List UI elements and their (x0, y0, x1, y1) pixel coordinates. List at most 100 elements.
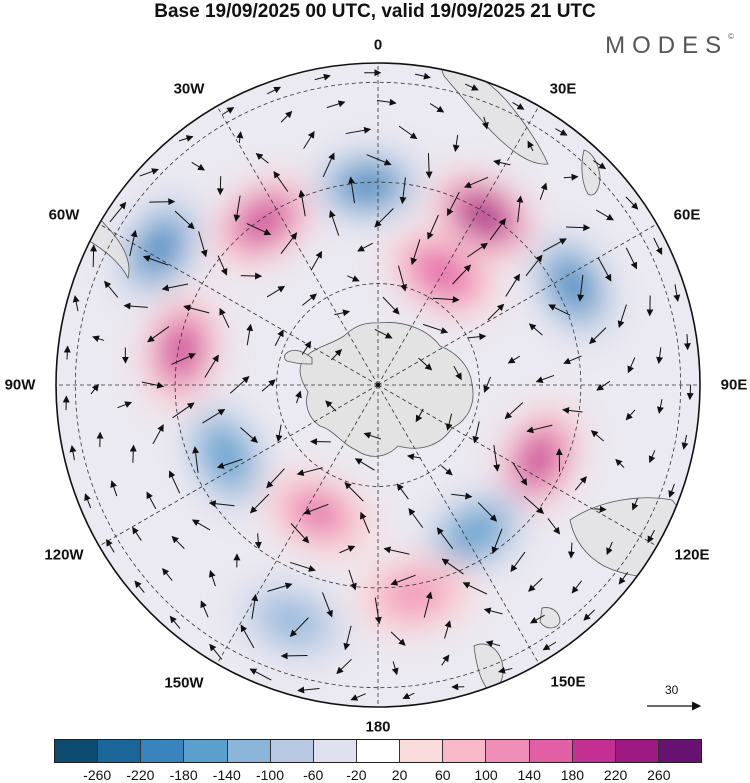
wind-vector (491, 528, 503, 554)
colorbar-swatch (615, 740, 659, 762)
wind-vector (571, 580, 583, 594)
wind-vector (249, 668, 272, 681)
colorbar-tick-label: 180 (560, 767, 585, 783)
wind-vector (240, 624, 255, 649)
wind-vector (233, 195, 241, 222)
lon-label-30w: 30W (173, 80, 205, 98)
wind-vector (255, 152, 269, 164)
wind-vector (298, 189, 306, 217)
wind-vector (275, 424, 283, 443)
antarctica-landmass (299, 322, 474, 457)
wind-vector (174, 210, 195, 230)
colorbar-tick-label: 260 (647, 767, 671, 783)
wind-vector (84, 493, 92, 509)
negative-anomaly-south-pacific (232, 577, 352, 665)
colorbar-tick-label: -60 (303, 767, 324, 783)
wind-vector (542, 641, 557, 651)
antarctic-peninsula (284, 350, 313, 365)
wind-vector (631, 498, 639, 511)
positive-anomaly-southern-atlantic-west (207, 173, 320, 270)
wind-vector (146, 491, 157, 510)
wind-vector (525, 254, 543, 277)
wind-vector (267, 582, 293, 592)
wind-vector (171, 353, 196, 365)
wind-vector (422, 323, 449, 334)
colorbar-swatch (227, 740, 271, 762)
wind-vector (192, 446, 200, 473)
wind-vector (376, 98, 397, 106)
wind-vector (172, 402, 195, 419)
anomaly-contour-fill (240, 201, 287, 242)
wind-vector (359, 511, 370, 534)
wind-vector (493, 159, 511, 166)
wind-vector (261, 379, 276, 392)
wind-vector (618, 572, 629, 585)
wind-vector (683, 334, 691, 351)
wind-vector (200, 600, 209, 618)
wind-vector (399, 177, 407, 205)
negative-anomaly-indian-west (527, 227, 619, 344)
wind-vector (129, 444, 137, 463)
wind-vector (191, 519, 211, 531)
wind-vector (63, 345, 71, 360)
wind-vector (297, 686, 320, 694)
tasmania (539, 607, 561, 629)
wind-vector (425, 153, 433, 179)
wind-vector (339, 545, 356, 554)
wind-vector (208, 500, 235, 508)
wind-vector (69, 444, 77, 461)
wind-vector (512, 101, 525, 110)
wind-vector (539, 182, 548, 200)
wind-vector (589, 327, 607, 345)
wind-vector (606, 541, 613, 556)
wind-vector (505, 273, 520, 297)
colorbar-swatch (572, 740, 616, 762)
wind-vector (343, 625, 352, 651)
anomaly-contour-fill (293, 494, 343, 533)
wind-vector (596, 380, 611, 391)
wind-vector (216, 458, 243, 469)
wind-vector (482, 116, 489, 130)
wind-vector (472, 421, 480, 444)
wind-vector (109, 201, 127, 223)
wind-vector (483, 607, 503, 615)
wind-vector (171, 535, 185, 549)
wind-vector (303, 131, 315, 149)
wind-vector (512, 462, 528, 486)
wind-vector (104, 280, 119, 298)
wind-vector (681, 434, 689, 450)
wind-vector (592, 160, 607, 170)
chart-title: Base 19/09/2025 00 UTC, valid 19/09/2025… (154, 1, 596, 22)
wind-vector (246, 223, 272, 236)
wind-vector (563, 173, 579, 181)
anomaly-contour-fill (450, 513, 499, 554)
wind-vector (423, 591, 433, 618)
wind-vector (445, 413, 453, 431)
wind-vector (139, 168, 159, 177)
colorbar-swatch (55, 740, 99, 762)
wind-vector (402, 692, 415, 699)
wind-vector (266, 468, 285, 489)
wind-vector (432, 296, 460, 304)
wind-vector (110, 480, 118, 497)
colorbar-swatch (486, 740, 530, 762)
meridian-line (377, 384, 540, 665)
wind-vector (347, 275, 360, 282)
negative-anomaly-weddell-north (305, 145, 430, 226)
lon-label-150e: 150E (550, 673, 586, 691)
anomaly-contour-fill (164, 324, 199, 377)
wind-vector (246, 323, 254, 346)
colorbar-tick-label: 100 (474, 767, 498, 783)
colorbar-tick-label: -220 (126, 767, 155, 783)
wind-vector (595, 209, 614, 221)
wind-vector (204, 354, 219, 378)
wind-vector (290, 523, 310, 544)
colorbar-swatch (141, 740, 185, 762)
lon-label-30e: 30E (549, 80, 577, 98)
meridian-line (98, 384, 379, 547)
wind-vector (348, 176, 356, 204)
meridian-line (216, 105, 379, 386)
wind-vector (477, 502, 498, 522)
wind-vector (594, 505, 607, 513)
